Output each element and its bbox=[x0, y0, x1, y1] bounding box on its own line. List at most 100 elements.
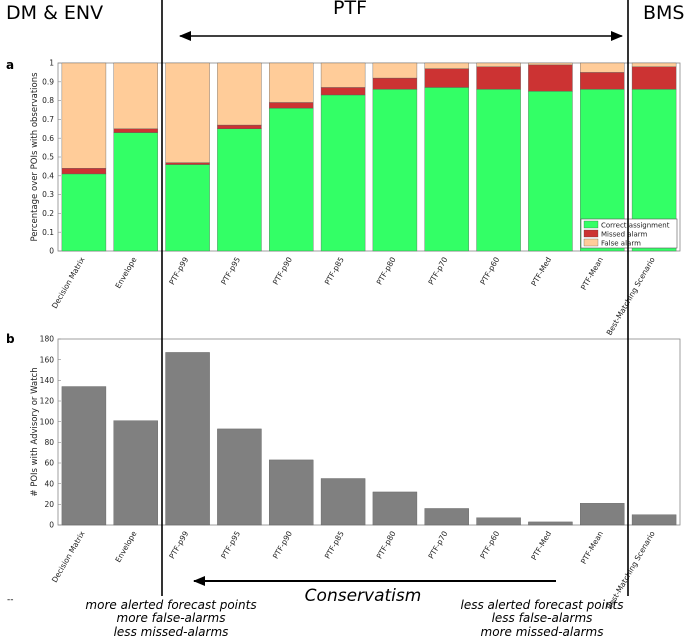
y-tick-label: 0.9 bbox=[42, 77, 54, 86]
y-tick-label: 100 bbox=[40, 417, 55, 426]
legend-label-correct: Correct assignment bbox=[601, 222, 670, 230]
x-tick-label: PTF-p70 bbox=[426, 529, 449, 560]
x-tick-label: PTF-p80 bbox=[375, 529, 398, 560]
y-tick-label: 80 bbox=[44, 438, 54, 447]
y-tick-label: 0 bbox=[49, 247, 54, 256]
bar-correct-assignment-ptf-p95 bbox=[217, 128, 262, 252]
x-tick-label: PTF-Mean bbox=[579, 529, 605, 565]
bar-correct-assignment-decision-matrix bbox=[61, 173, 107, 252]
x-tick-label: PTF-p99 bbox=[167, 529, 190, 560]
bar-count-envelope bbox=[113, 420, 158, 526]
bar-count-decision-matrix bbox=[61, 386, 107, 526]
x-tick-label: PTF-p90 bbox=[271, 529, 294, 560]
y-tick-label: 0.4 bbox=[42, 171, 54, 180]
bar-count-ptf-p60 bbox=[476, 517, 521, 526]
bar-correct-assignment-ptf-p60 bbox=[476, 89, 521, 252]
x-tick-label: Best-Matching Scenario bbox=[605, 255, 657, 337]
bar-false-alarm-ptf-med bbox=[528, 62, 573, 66]
bar-missed-alarm-ptf-p70 bbox=[424, 68, 469, 88]
y-tick-label: 0.5 bbox=[42, 153, 54, 162]
y-tick-label: 140 bbox=[40, 376, 55, 385]
y-tick-label: 120 bbox=[40, 397, 55, 406]
bar-count-best-matching-scenario bbox=[631, 514, 677, 526]
legend-swatch-missed bbox=[583, 229, 599, 238]
bar-false-alarm-ptf-p90 bbox=[269, 62, 314, 103]
bar-missed-alarm-ptf-p99 bbox=[165, 162, 210, 165]
bar-false-alarm-ptf-mean bbox=[580, 62, 625, 73]
bar-correct-assignment-ptf-p70 bbox=[424, 87, 469, 252]
panel-a-ylabel: Percentage over POIs with observations bbox=[30, 72, 40, 242]
y-tick-label: 0.3 bbox=[42, 190, 54, 199]
panel-letter-a: a bbox=[6, 58, 14, 72]
bar-missed-alarm-ptf-p80 bbox=[372, 77, 418, 90]
bar-false-alarm-envelope bbox=[113, 62, 158, 129]
bar-count-ptf-p95 bbox=[217, 428, 262, 526]
legend-label-false-alarm: False alarm bbox=[601, 240, 641, 248]
x-tick-label: PTF-Med bbox=[529, 255, 553, 287]
dash-mark: -- bbox=[7, 595, 14, 605]
x-tick-label: PTF-p80 bbox=[375, 255, 398, 286]
y-tick-label: 160 bbox=[40, 355, 55, 364]
y-tick-label: 0.1 bbox=[42, 228, 54, 237]
legend-label-missed: Missed alarm bbox=[601, 231, 648, 239]
y-tick-label: 180 bbox=[40, 335, 55, 344]
x-tick-label: PTF-p60 bbox=[478, 529, 501, 560]
bar-count-ptf-p85 bbox=[320, 478, 366, 526]
panel-a-y-ticks: 0 0.1 0.2 0.3 0.4 0.5 0.6 0.7 0.8 0.9 1 bbox=[42, 59, 61, 256]
left-note-line-1: more alerted forecast points bbox=[85, 598, 256, 612]
right-note-line-1: less alerted forecast points bbox=[460, 598, 623, 612]
bar-count-ptf-p90 bbox=[269, 459, 314, 526]
panel-a-legend: Correct assignment Missed alarm False al… bbox=[580, 218, 678, 249]
bar-missed-alarm-envelope bbox=[113, 128, 158, 133]
y-tick-label: 60 bbox=[44, 459, 54, 468]
section-label-bms: BMS bbox=[643, 2, 685, 24]
bar-correct-assignment-ptf-p90 bbox=[269, 107, 314, 252]
bar-count-ptf-med bbox=[528, 521, 573, 526]
bar-correct-assignment-envelope bbox=[113, 132, 158, 252]
y-tick-label: 0 bbox=[49, 521, 54, 530]
right-note-line-2: less false-alarms bbox=[492, 611, 593, 625]
x-tick-label: Decision Matrix bbox=[50, 255, 87, 310]
bar-missed-alarm-ptf-p60 bbox=[476, 66, 521, 90]
bar-correct-assignment-ptf-p99 bbox=[165, 164, 210, 252]
panel-letter-b: b bbox=[6, 332, 15, 346]
legend-swatch-correct bbox=[583, 220, 599, 229]
x-tick-label: Envelope bbox=[113, 255, 138, 290]
panel-b-bars bbox=[61, 352, 677, 526]
bar-false-alarm-best-matching-scenario bbox=[631, 62, 677, 67]
left-note-line-2: more false-alarms bbox=[117, 611, 226, 625]
bar-false-alarm-ptf-p99 bbox=[165, 62, 210, 163]
x-tick-label: PTF-Med bbox=[529, 529, 553, 561]
panel-a-x-ticks: Decision Matrix Envelope PTF-p99 PTF-p95 PTF… bbox=[50, 255, 657, 337]
bar-correct-assignment-ptf-med bbox=[528, 91, 573, 252]
x-tick-label: PTF-p95 bbox=[219, 529, 242, 560]
x-tick-label: Envelope bbox=[113, 529, 138, 564]
bar-missed-alarm-ptf-p90 bbox=[269, 102, 314, 109]
left-note-line-3: less missed-alarms bbox=[114, 625, 229, 639]
bar-count-ptf-p70 bbox=[424, 508, 469, 526]
bar-missed-alarm-ptf-p85 bbox=[320, 87, 366, 96]
panel-b-bar-chart: # POIs with Advisory or Watch 0 20 40 60 80 1… bbox=[30, 335, 681, 611]
y-tick-label: 1 bbox=[49, 59, 54, 68]
right-note-line-3: more missed-alarms bbox=[481, 625, 604, 639]
x-tick-label: PTF-p85 bbox=[323, 255, 346, 286]
x-tick-label: Decision Matrix bbox=[50, 529, 87, 584]
section-label-ptf: PTF bbox=[333, 0, 367, 19]
x-tick-label: PTF-p60 bbox=[478, 255, 501, 286]
bar-false-alarm-ptf-p70 bbox=[424, 62, 469, 69]
y-tick-label: 0.7 bbox=[42, 115, 54, 124]
bar-missed-alarm-decision-matrix bbox=[61, 168, 107, 175]
bar-count-ptf-p80 bbox=[372, 491, 418, 526]
legend-swatch-false-alarm bbox=[583, 238, 599, 247]
bar-missed-alarm-best-matching-scenario bbox=[631, 66, 677, 90]
bar-count-ptf-p99 bbox=[165, 352, 210, 526]
x-tick-label: PTF-p70 bbox=[426, 255, 449, 286]
bar-false-alarm-ptf-p85 bbox=[320, 62, 366, 88]
y-tick-label: 0.2 bbox=[42, 209, 54, 218]
bar-missed-alarm-ptf-med bbox=[528, 64, 573, 92]
panel-b-ylabel: # POIs with Advisory or Watch bbox=[30, 367, 40, 496]
bar-false-alarm-decision-matrix bbox=[61, 62, 107, 169]
x-tick-label: PTF-p85 bbox=[323, 529, 346, 560]
bar-count-ptf-mean bbox=[580, 503, 625, 526]
